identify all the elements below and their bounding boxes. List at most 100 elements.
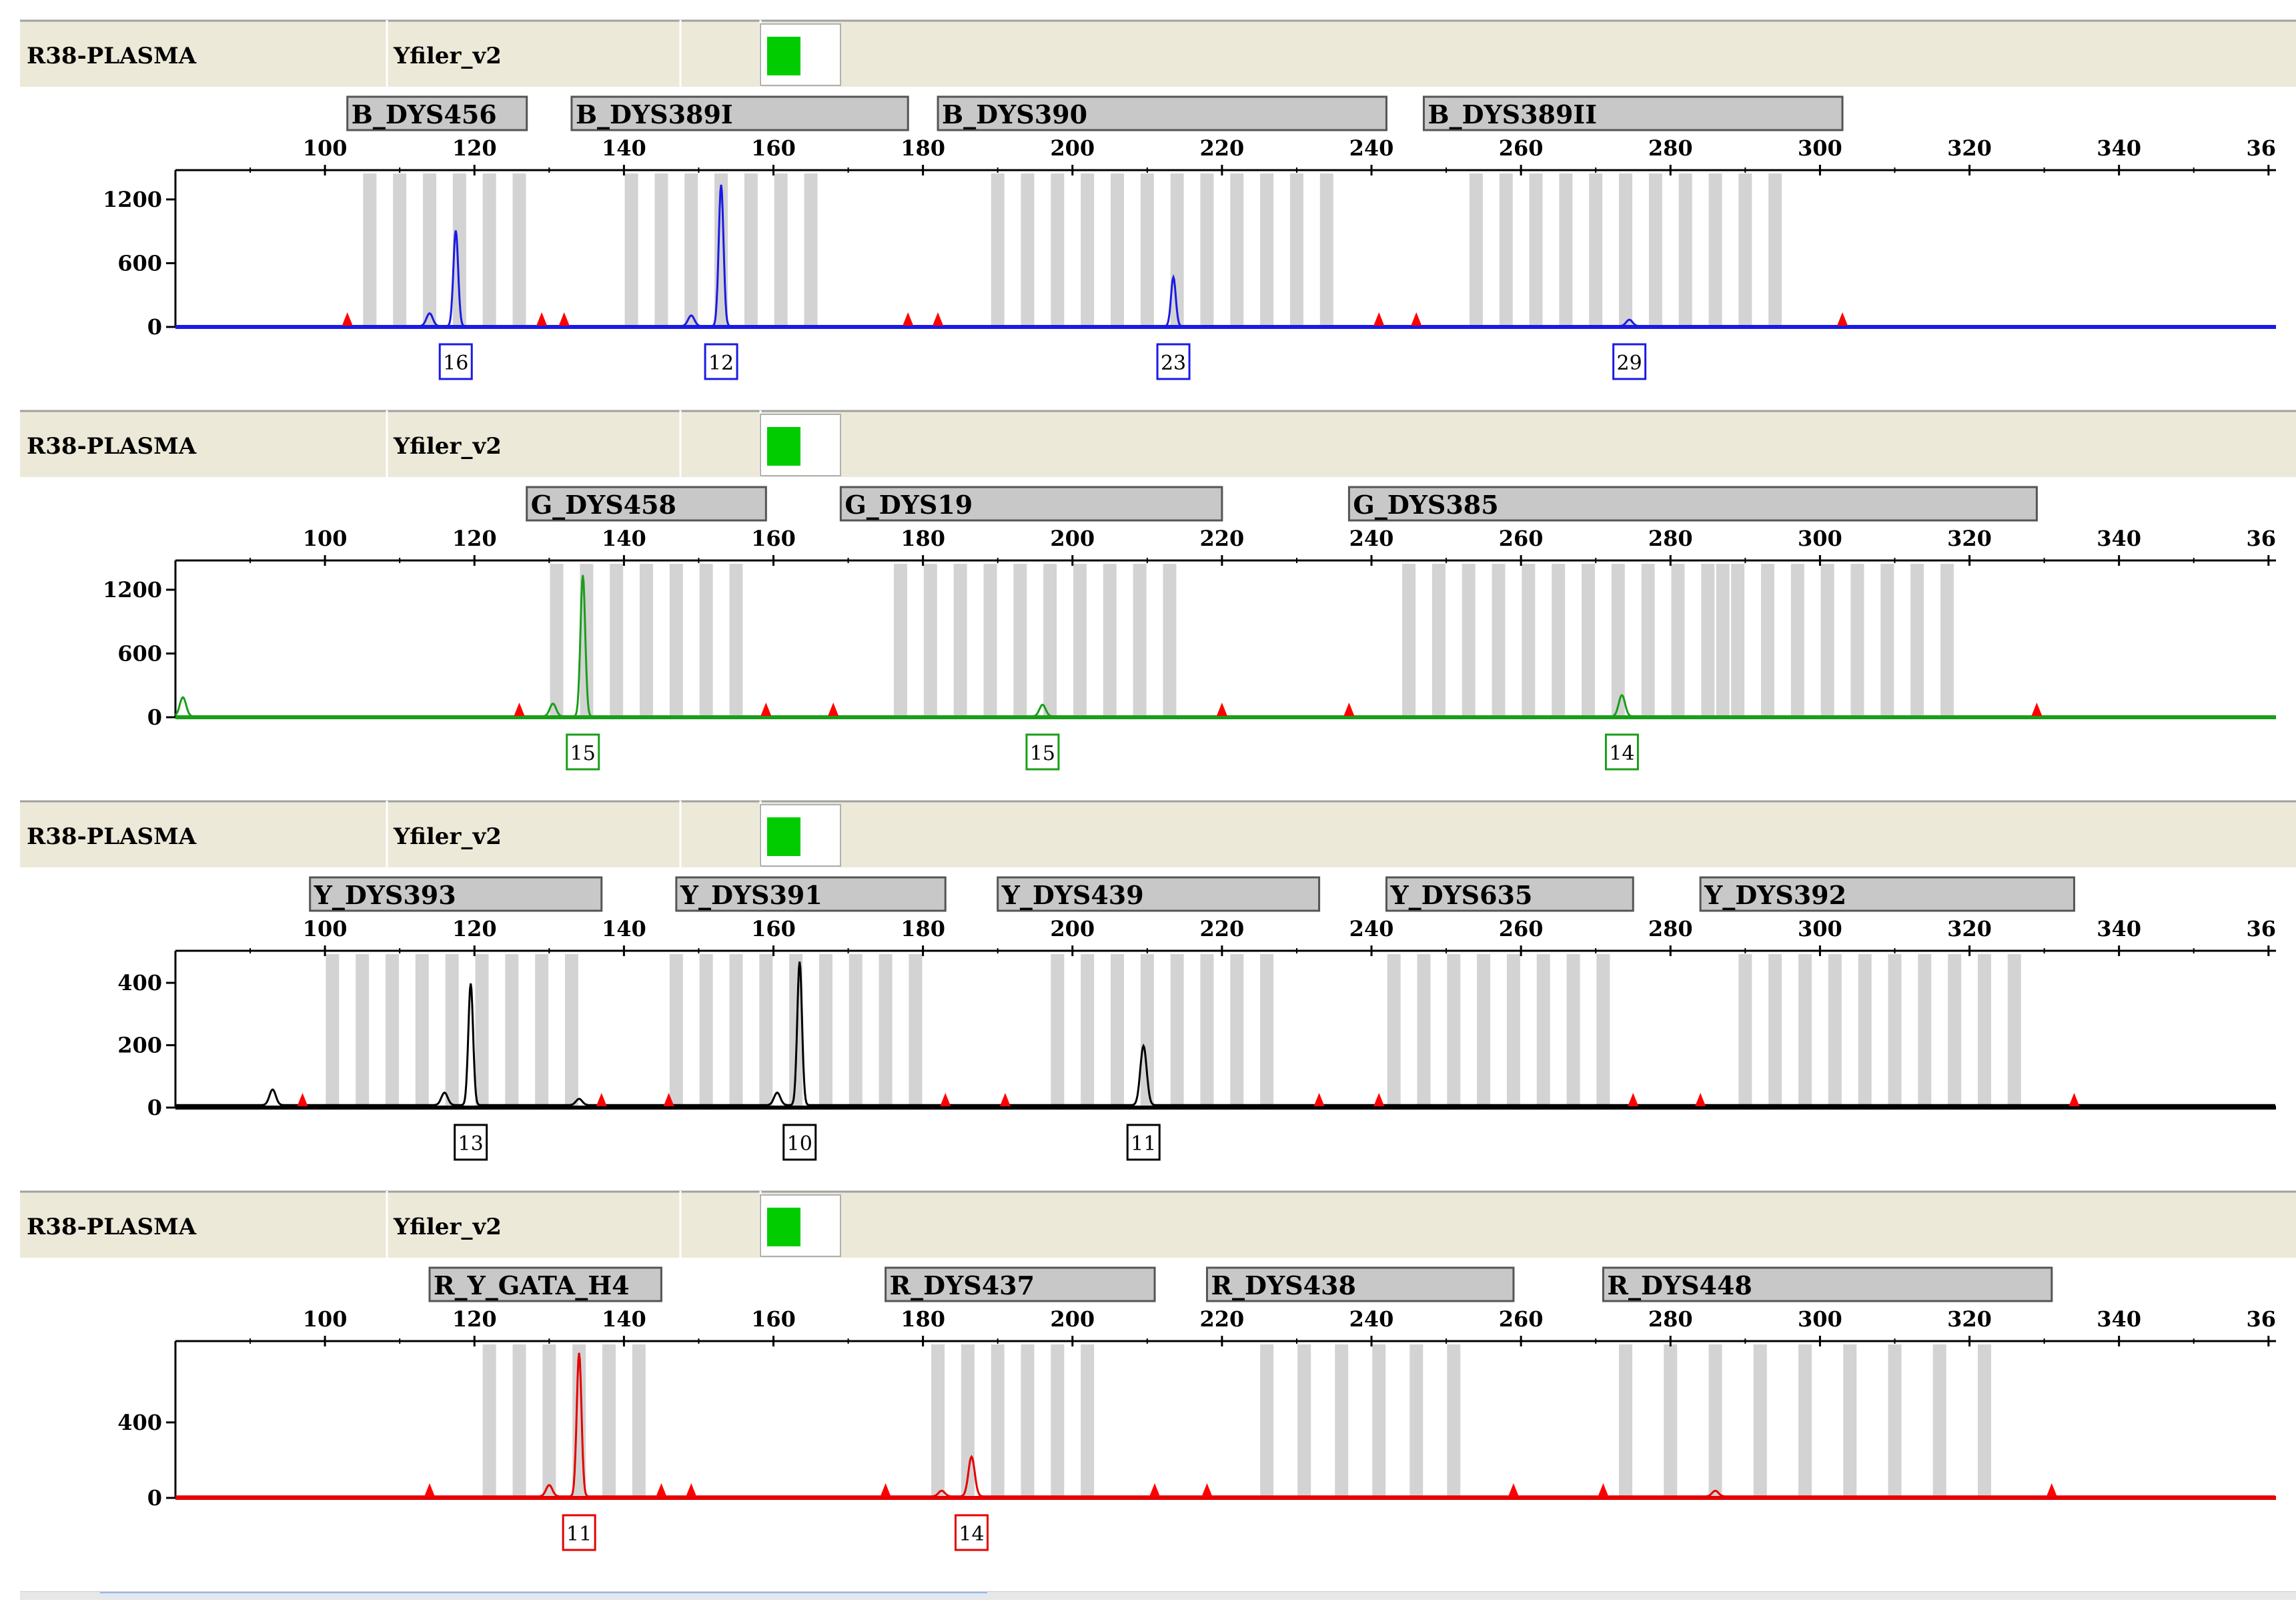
size-standard-marker [760, 703, 772, 716]
x-tick-label: 200 [1050, 916, 1095, 941]
x-tick-label: 260 [1499, 526, 1544, 551]
x-tick-label: 320 [1947, 526, 1992, 551]
marker-name: Y_DYS393 [314, 880, 456, 910]
size-standard-marker [2046, 1483, 2057, 1497]
allele-bin [804, 173, 818, 327]
x-tick-label: 220 [1199, 1306, 1244, 1332]
allele-bin [1111, 173, 1125, 327]
panel-2: R38-PLASMA Yfiler_v2 G_DYS458 G_DYS19 G_DYS3… [20, 410, 2296, 771]
allele-bin [1888, 1344, 1902, 1498]
panel-header-bar [20, 20, 2296, 87]
allele-bin [983, 564, 997, 717]
allele-bin [1335, 1344, 1349, 1498]
kit-name: Yfiler_v2 [393, 43, 502, 69]
allele-bin [1021, 173, 1035, 327]
x-tick-label: 280 [1648, 1306, 1693, 1332]
allele-bin [512, 1344, 526, 1498]
signal-trace [174, 574, 2275, 718]
allele-call-label: 16 [443, 352, 468, 375]
x-tick-label: 100 [303, 135, 348, 161]
size-standard-marker [828, 703, 839, 716]
allele-bin [535, 954, 549, 1108]
marker-name: R_Y_GATA_H4 [434, 1270, 630, 1300]
allele-bin [1021, 1344, 1035, 1498]
allele-bin [818, 954, 832, 1108]
allele-bin [1760, 564, 1774, 717]
allele-bin [1731, 564, 1745, 717]
size-standard-marker [342, 312, 353, 326]
x-tick-label: 140 [602, 916, 646, 941]
size-standard-marker [933, 312, 944, 326]
allele-bin [1559, 173, 1573, 327]
allele-bin [991, 1344, 1005, 1498]
y-tick-label: 200 [117, 1033, 162, 1058]
x-tick-label: 220 [1199, 135, 1244, 161]
marker-name: R_DYS438 [1211, 1270, 1355, 1300]
allele-bin [1753, 1344, 1767, 1498]
marker-name: Y_DYS391 [680, 880, 822, 910]
allele-bin [1843, 1344, 1857, 1498]
allele-bin [744, 173, 758, 327]
x-tick-label: 320 [1947, 1306, 1992, 1332]
size-standard-marker [1343, 703, 1355, 716]
marker-label-box [1422, 95, 1844, 131]
allele-call-box [454, 1124, 488, 1161]
allele-bin [1948, 954, 1962, 1108]
marker-name: Y_DYS439 [1001, 880, 1144, 910]
marker-label-box [1205, 1266, 1515, 1302]
x-tick-label: 340 [2097, 526, 2141, 551]
size-standard-marker [1201, 1483, 1213, 1497]
allele-bin [1738, 173, 1752, 327]
x-tick-label: 260 [1499, 1306, 1544, 1332]
panel-4: R38-PLASMA Yfiler_v2 R_Y_GATA_H4 R_DYS437 R_… [20, 1190, 2296, 1551]
allele-bin [1111, 954, 1125, 1108]
marker-label-box [346, 95, 528, 131]
allele-bin [550, 564, 564, 717]
bottom-scroll-tab[interactable] [100, 1592, 987, 1597]
x-tick-label: 120 [452, 526, 497, 551]
allele-bin [1462, 564, 1476, 717]
allele-bin [1200, 173, 1214, 327]
allele-bin [1140, 173, 1154, 327]
allele-bin [1319, 173, 1333, 327]
size-standard-marker [880, 1483, 891, 1497]
allele-bin [512, 173, 526, 327]
allele-bin [909, 954, 923, 1108]
allele-bin [894, 564, 908, 717]
allele-bin [1140, 954, 1154, 1108]
y-tick-label: 0 [147, 1485, 162, 1511]
allele-bin [1596, 954, 1610, 1108]
marker-label-box [526, 486, 767, 522]
kit-name: Yfiler_v2 [393, 433, 502, 460]
size-standard-marker [903, 312, 914, 326]
allele-bin [542, 1344, 556, 1498]
marker-name: R_DYS437 [890, 1270, 1035, 1300]
x-tick-label: 180 [901, 1306, 945, 1332]
x-tick-label: 120 [452, 135, 497, 161]
allele-bin [1260, 1344, 1274, 1498]
marker-name: Y_DYS635 [1389, 880, 1532, 910]
allele-call-label: 11 [566, 1523, 592, 1546]
marker-name: B_DYS389I [576, 99, 733, 129]
allele-bin [1589, 173, 1603, 327]
allele-bin [699, 564, 713, 717]
allele-bin [1641, 564, 1655, 717]
allele-call-label: 15 [570, 742, 596, 765]
allele-bin [1469, 173, 1483, 327]
marker-label-box [839, 486, 1223, 522]
allele-bin [1790, 564, 1804, 717]
status-indicator-icon [767, 817, 800, 856]
size-standard-marker [2069, 1093, 2080, 1106]
allele-bin [931, 1344, 945, 1498]
allele-bin [423, 173, 437, 327]
marker-name: G_DYS385 [1353, 490, 1498, 520]
x-tick-label: 140 [602, 526, 646, 551]
x-tick-label: 36 [2246, 916, 2276, 941]
x-tick-label: 36 [2246, 526, 2276, 551]
allele-bin [482, 173, 496, 327]
size-standard-marker [1373, 1093, 1385, 1106]
allele-bin [1447, 1344, 1461, 1498]
allele-call-box [1156, 343, 1191, 380]
allele-bin [1850, 564, 1864, 717]
